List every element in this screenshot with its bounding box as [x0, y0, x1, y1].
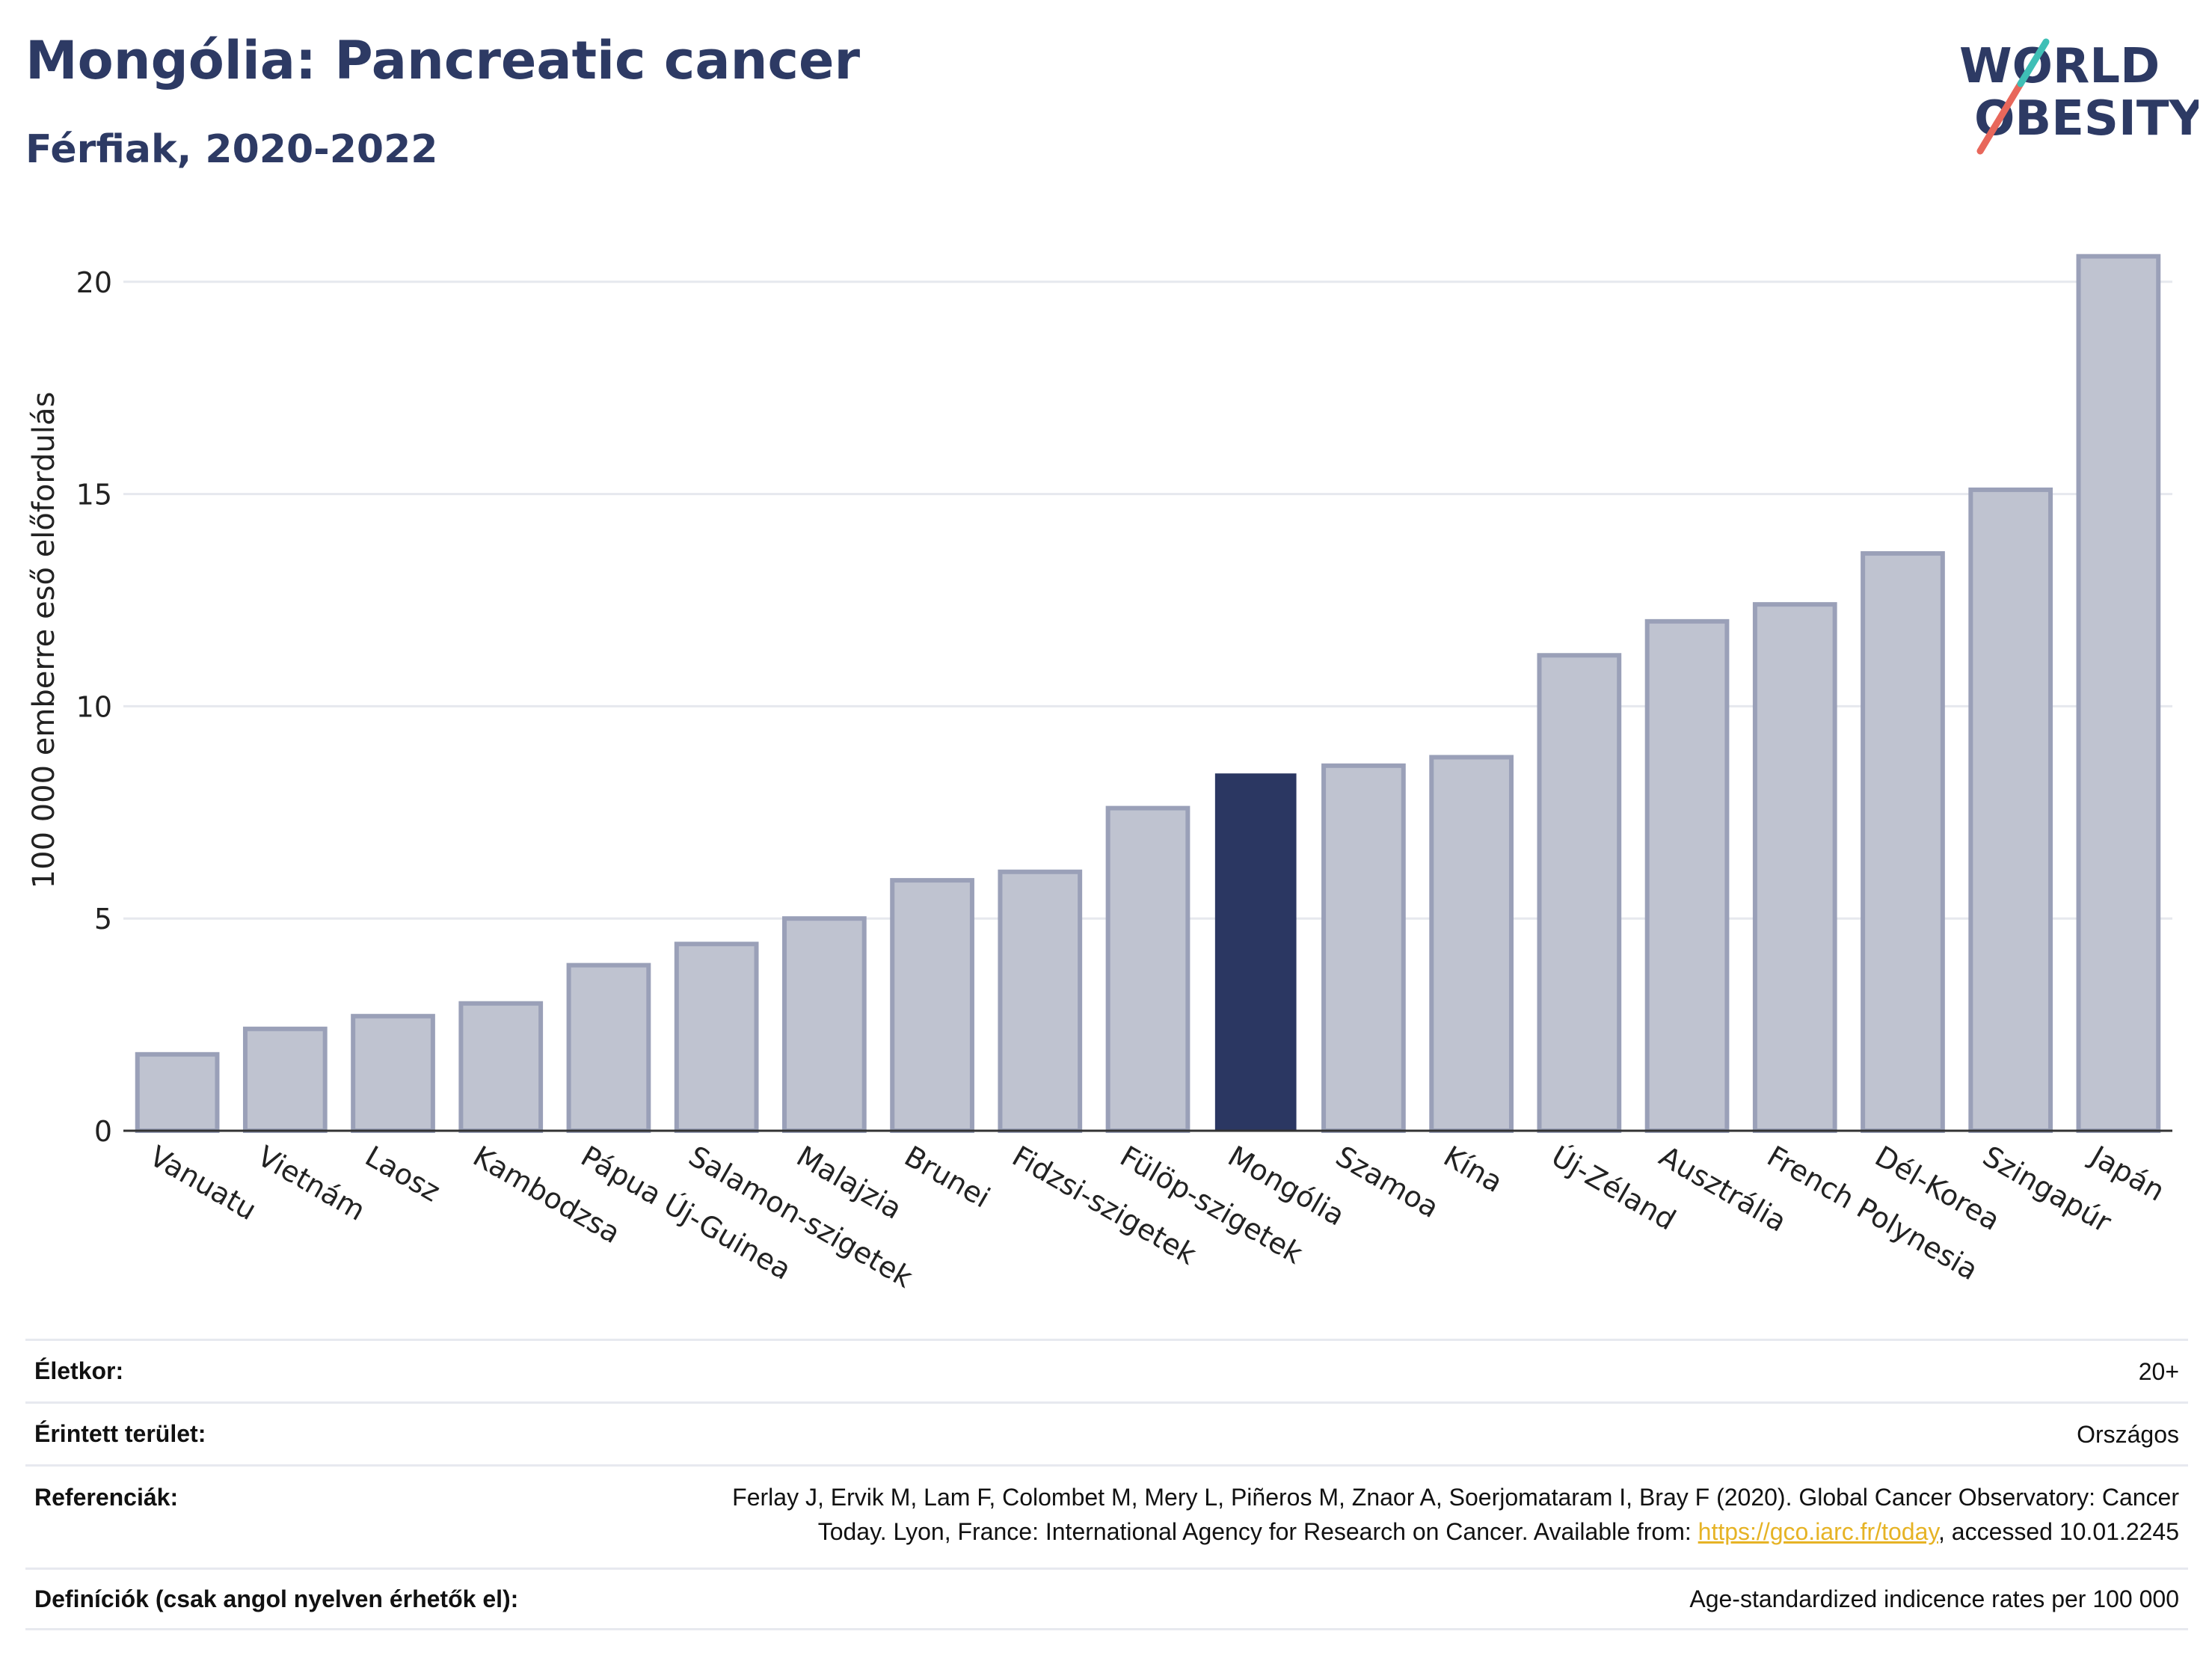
- references-label: Referenciák:: [34, 1484, 179, 1511]
- logo-slash-teal: [2017, 38, 2050, 87]
- bar: [1429, 755, 1514, 1133]
- area-label: Érintett terület:: [34, 1420, 206, 1447]
- info-row-definitions: Definíciók (csak angol nyelven érhetők e…: [25, 1568, 2188, 1630]
- x-tick-label: Vanuatu: [144, 1140, 262, 1226]
- bar: [1321, 763, 1406, 1133]
- bar: [458, 1001, 544, 1133]
- bar: [674, 942, 759, 1133]
- x-tick-label: Brunei: [899, 1140, 995, 1215]
- references-link[interactable]: https://gco.iarc.fr/today: [1698, 1518, 1938, 1545]
- bar: [1105, 805, 1191, 1133]
- bar: [1537, 653, 1622, 1133]
- bar: [782, 916, 867, 1133]
- x-tick-label: Laosz: [360, 1140, 446, 1209]
- info-row-area: Érintett terület: Országos: [25, 1401, 2188, 1464]
- x-tick-label: Fidzsi-szigetek: [1007, 1140, 1202, 1271]
- bar: [242, 1026, 328, 1134]
- bar: [1214, 773, 1297, 1132]
- x-tick-label: Fülöp-szigetek: [1115, 1140, 1309, 1271]
- references-text-2: Today. Lyon, France: International Agenc…: [817, 1518, 1692, 1545]
- bar-chart: 0 5 10 15 20 100 000 emberre eső előfordulás V…: [27, 254, 2172, 1294]
- bar: [566, 962, 651, 1133]
- y-tick-label: 5: [94, 903, 112, 936]
- bar: [1968, 487, 2053, 1133]
- age-label: Életkor:: [34, 1357, 124, 1384]
- bar: [890, 878, 974, 1133]
- info-row-references: Referenciák: Ferlay J, Ervik M, Lam F, C…: [25, 1464, 2188, 1568]
- logo-slash-red: [1976, 80, 2024, 155]
- references-value: Ferlay J, Ervik M, Lam F, Colombet M, Me…: [732, 1480, 2188, 1549]
- x-tick-label: Vietnám: [252, 1140, 371, 1227]
- bar: [135, 1051, 220, 1134]
- age-value: 20+: [2138, 1357, 2179, 1385]
- y-tick-label: 20: [76, 266, 112, 299]
- bar: [998, 869, 1083, 1134]
- x-tick-label: Kína: [1438, 1140, 1508, 1200]
- definitions-value: Age-standardized indicence rates per 100…: [1689, 1585, 2179, 1612]
- y-tick-label: 0: [94, 1115, 112, 1148]
- references-text-3: , accessed 10.01.2245: [1938, 1518, 2179, 1545]
- y-axis-label: 100 000 emberre eső előfordulás: [27, 392, 61, 889]
- bar: [351, 1013, 435, 1133]
- area-value: Országos: [2077, 1420, 2179, 1448]
- x-tick-label: Japán: [2084, 1139, 2171, 1208]
- y-tick-label: 10: [76, 690, 112, 723]
- x-tick-label: Szamoa: [1330, 1140, 1445, 1225]
- page-subtitle: Férfiak, 2020-2022: [25, 127, 438, 172]
- bar: [1752, 602, 1837, 1133]
- page-title: Mongólia: Pancreatic cancer: [25, 30, 860, 91]
- bar: [1861, 551, 1945, 1133]
- bar: [2076, 254, 2161, 1134]
- y-tick-label: 15: [76, 479, 112, 512]
- info-table: Életkor: 20+ Érintett terület: Országos …: [25, 1339, 2188, 1630]
- definitions-label: Definíciók (csak angol nyelven érhetők e…: [34, 1585, 519, 1612]
- logo-line-1: WORLD: [1959, 39, 2160, 94]
- info-row-age: Életkor: 20+: [25, 1339, 2188, 1401]
- references-text-1: Ferlay J, Ervik M, Lam F, Colombet M, Me…: [732, 1484, 2179, 1511]
- world-obesity-logo: WORLD OBESITY: [1959, 38, 2199, 155]
- x-tick-label: Új-Zéland: [1546, 1140, 1681, 1237]
- bar: [1644, 618, 1730, 1133]
